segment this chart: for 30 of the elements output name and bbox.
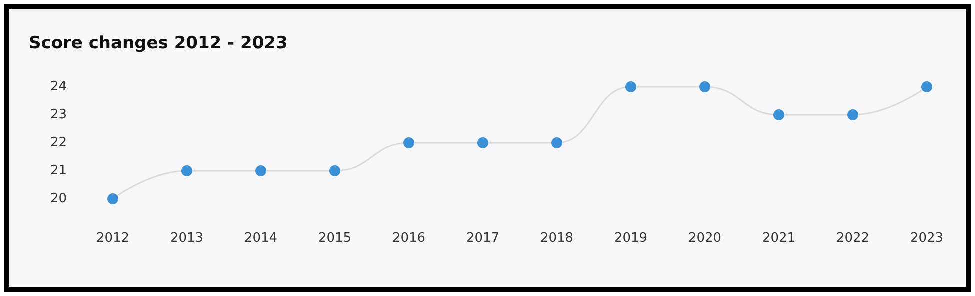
point [922,82,932,92]
x-tick-label: 2013 [170,231,204,246]
point [774,110,784,120]
x-tick-label: 2012 [96,231,130,246]
x-tick-label: 2014 [244,231,278,246]
chart-title: Score changes 2012 - 2023 [29,34,288,54]
x-tick-label: 2015 [318,231,352,246]
y-tick-label: 21 [50,164,67,178]
point [552,138,562,148]
x-tick-label: 2020 [688,231,722,246]
x-tick-label: 2019 [614,231,648,246]
x-tick-label: 2017 [466,231,500,246]
x-tick-label: 2023 [910,231,944,246]
y-tick-label: 20 [50,192,67,206]
point [626,82,636,92]
y-tick-label: 23 [50,108,67,122]
x-tick-label: 2016 [392,231,426,246]
point [108,194,118,204]
x-tick-label: 2022 [836,231,870,246]
y-tick-label: 24 [50,80,67,94]
point [182,166,192,176]
x-tick-label: 2018 [540,231,574,246]
point [848,110,858,120]
point [404,138,414,148]
y-tick-label: 22 [50,136,67,150]
point [478,138,488,148]
point [700,82,710,92]
point [256,166,266,176]
point [330,166,340,176]
x-tick-label: 2021 [762,231,796,246]
